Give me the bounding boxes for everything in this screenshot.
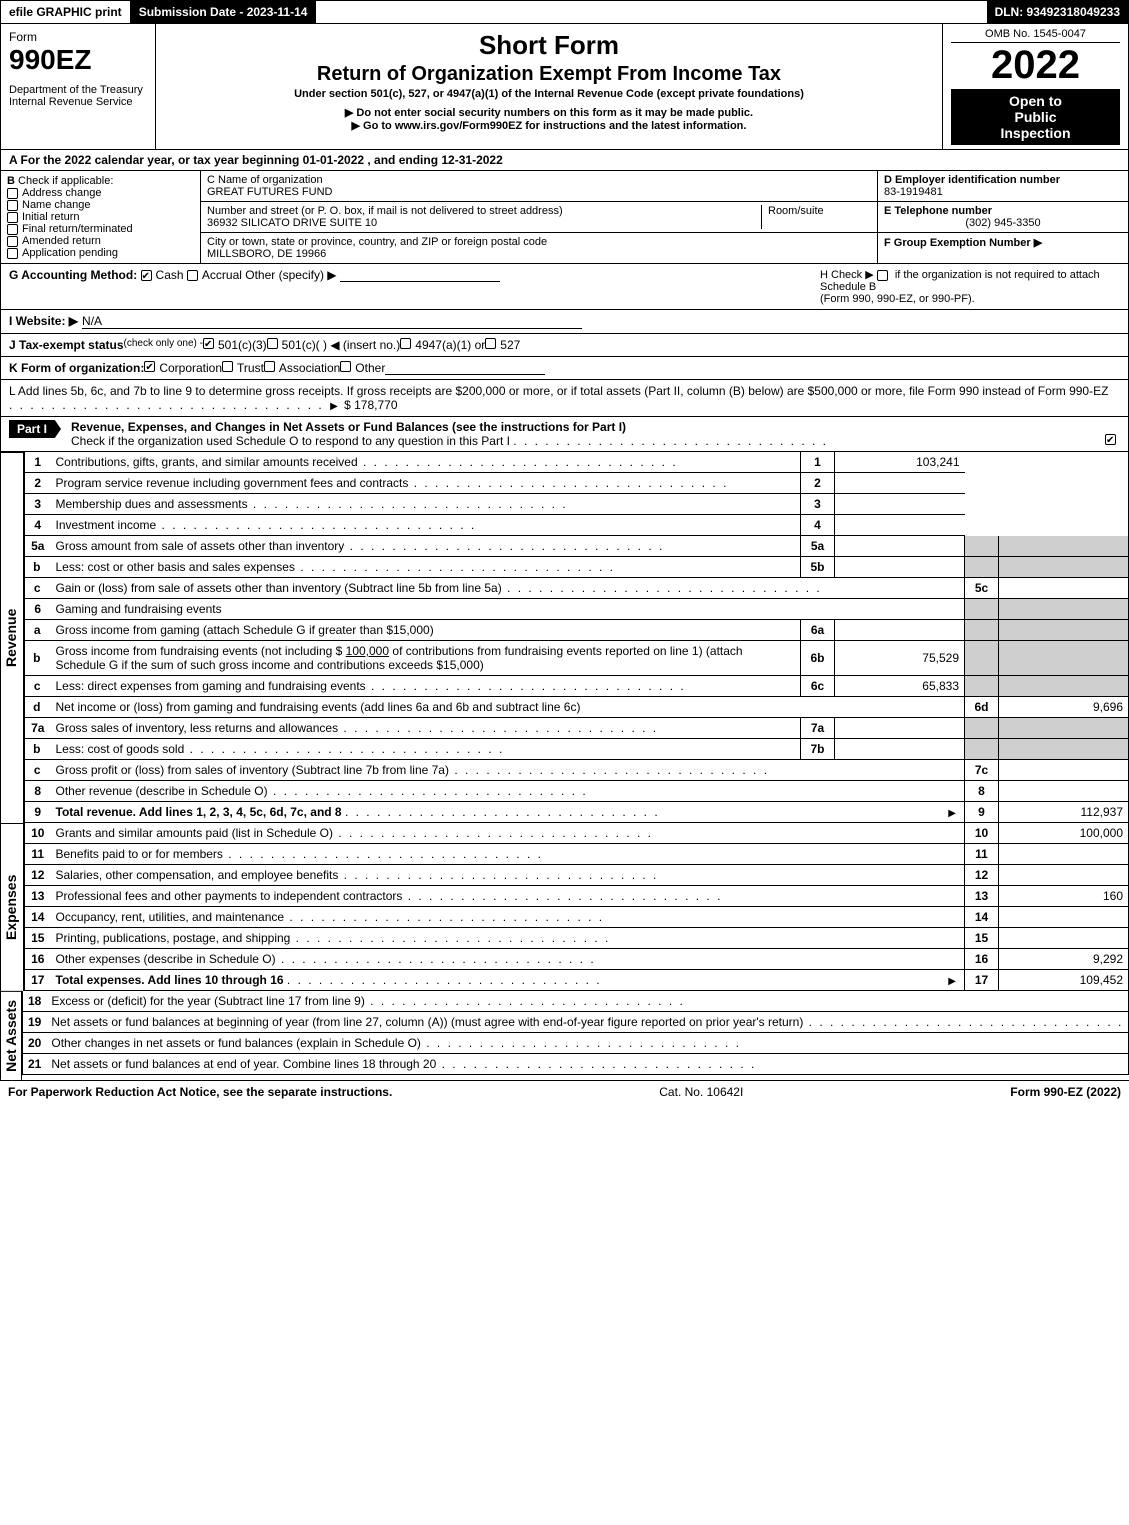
chk-cash[interactable] (141, 270, 152, 281)
netassets-vlabel: Net Assets (0, 991, 22, 1080)
street-value: 36932 SILICATO DRIVE SUITE 10 (207, 217, 761, 229)
tax-year: 2022 (951, 45, 1120, 85)
header-left: Form 990EZ Department of the Treasury In… (1, 24, 156, 149)
header-right: OMB No. 1545-0047 2022 Open to Public In… (943, 24, 1128, 149)
footer-left: For Paperwork Reduction Act Notice, see … (8, 1085, 392, 1099)
omb-number: OMB No. 1545-0047 (951, 28, 1120, 43)
bcd-block: B Check if applicable: Address change Na… (0, 171, 1129, 264)
part-i-tag: Part I (9, 420, 61, 438)
section-a: A For the 2022 calendar year, or tax yea… (0, 150, 1129, 171)
chk-other-org[interactable] (340, 361, 351, 372)
accounting-other-input[interactable] (340, 268, 500, 282)
other-org-input[interactable] (385, 361, 545, 375)
i-row: I Website: ▶ N/A (0, 310, 1129, 334)
line-13-value: 160 (999, 886, 1129, 907)
part-i-checknote: Check if the organization used Schedule … (71, 434, 510, 448)
chk-h[interactable] (877, 270, 888, 281)
chk-trust[interactable] (222, 361, 233, 372)
dept-treasury: Department of the Treasury (9, 84, 147, 96)
website-value: N/A (82, 314, 582, 329)
col-de: D Employer identification number 83-1919… (878, 171, 1128, 263)
netassets-block: Net Assets 18Excess or (deficit) for the… (0, 991, 1129, 1080)
col-b: B Check if applicable: Address change Na… (1, 171, 201, 263)
chk-pending[interactable] (7, 248, 18, 259)
city-value: MILLSBORO, DE 19966 (207, 248, 871, 260)
chk-corp[interactable] (144, 361, 155, 372)
col-c: C Name of organization GREAT FUTURES FUN… (201, 171, 878, 263)
line-9-value: 112,937 (999, 802, 1129, 823)
line-16-value: 9,292 (999, 949, 1129, 970)
chk-4947[interactable] (400, 338, 411, 349)
org-name: GREAT FUTURES FUND (207, 186, 871, 198)
accounting-label: G Accounting Method: (9, 268, 137, 282)
line-6d-value: 9,696 (999, 697, 1129, 718)
form-number: 990EZ (9, 44, 147, 76)
subtitle-section: Under section 501(c), 527, or 4947(a)(1)… (164, 88, 934, 100)
chk-initial[interactable] (7, 212, 18, 223)
top-bar: efile GRAPHIC print Submission Date - 20… (0, 0, 1129, 24)
title-short-form: Short Form (164, 30, 934, 61)
open-to-public: Open to Public Inspection (951, 89, 1120, 145)
chk-amended[interactable] (7, 236, 18, 247)
submission-date: Submission Date - 2023-11-14 (131, 1, 317, 23)
chk-name[interactable] (7, 200, 18, 211)
revenue-vlabel: Revenue (0, 452, 24, 823)
form-of-org-label: K Form of organization: (9, 361, 144, 375)
website-label: I Website: ▶ (9, 314, 78, 329)
chk-address[interactable] (7, 188, 18, 199)
dln-value: DLN: 93492318049233 (987, 1, 1128, 23)
k-row: K Form of organization: Corporation Trus… (0, 357, 1129, 380)
part-i-title: Revenue, Expenses, and Changes in Net As… (71, 420, 626, 434)
dept-irs: Internal Revenue Service (9, 96, 147, 108)
ein-value: 83-1919481 (884, 186, 943, 198)
header-center: Short Form Return of Organization Exempt… (156, 24, 943, 149)
footer-catno: Cat. No. 10642I (392, 1085, 1010, 1099)
j-row: J Tax-exempt status (check only one) - 5… (0, 334, 1129, 357)
subtitle-ssn: ▶ Do not enter social security numbers o… (164, 106, 934, 119)
line-10-value: 100,000 (999, 823, 1129, 844)
efile-label: efile GRAPHIC print (1, 1, 131, 23)
subtitle-goto: ▶ Go to www.irs.gov/Form990EZ for instru… (164, 119, 934, 132)
chk-assoc[interactable] (264, 361, 275, 372)
netassets-table: 18Excess or (deficit) for the year (Subt… (22, 991, 1129, 1075)
tax-exempt-label: J Tax-exempt status (9, 338, 124, 352)
chk-501c3[interactable] (203, 338, 214, 349)
ein-label: D Employer identification number (884, 174, 1060, 186)
expenses-vlabel: Expenses (0, 823, 24, 991)
chk-schedule-o[interactable] (1105, 434, 1116, 445)
org-name-label: C Name of organization (207, 174, 871, 186)
street-label: Number and street (or P. O. box, if mail… (207, 205, 761, 217)
title-return: Return of Organization Exempt From Incom… (164, 63, 934, 86)
form-header: Form 990EZ Department of the Treasury In… (0, 24, 1129, 150)
line-l-text: L Add lines 5b, 6c, and 7b to line 9 to … (9, 384, 1108, 398)
chk-527[interactable] (485, 338, 496, 349)
expenses-table: 10Grants and similar amounts paid (list … (24, 823, 1129, 991)
part-i-header: Part I Revenue, Expenses, and Changes in… (0, 417, 1129, 452)
revenue-block: Revenue 1Contributions, gifts, grants, a… (0, 452, 1129, 823)
phone-label: E Telephone number (884, 205, 992, 217)
city-label: City or town, state or province, country… (207, 236, 871, 248)
line-6c-value: 65,833 (835, 676, 965, 697)
l-row: L Add lines 5b, 6c, and 7b to line 9 to … (0, 380, 1129, 417)
line-6b-value: 75,529 (835, 641, 965, 676)
chk-501c[interactable] (267, 338, 278, 349)
line-17-value: 109,452 (999, 970, 1129, 991)
line-l-amount: $ 178,770 (344, 398, 397, 412)
footer-formref: Form 990-EZ (2022) (1010, 1085, 1121, 1099)
line-1-value: 103,241 (835, 452, 965, 473)
group-exemption-label: F Group Exemption Number ▶ (884, 237, 1042, 249)
page-footer: For Paperwork Reduction Act Notice, see … (0, 1080, 1129, 1103)
expenses-block: Expenses 10Grants and similar amounts pa… (0, 823, 1129, 991)
form-word: Form (9, 30, 147, 44)
room-suite-label: Room/suite (761, 205, 871, 229)
phone-value: (302) 945-3350 (884, 217, 1122, 229)
chk-final[interactable] (7, 224, 18, 235)
gh-row: G Accounting Method: Cash Accrual Other … (0, 264, 1129, 310)
chk-accrual[interactable] (187, 270, 198, 281)
revenue-table: 1Contributions, gifts, grants, and simil… (24, 452, 1129, 823)
